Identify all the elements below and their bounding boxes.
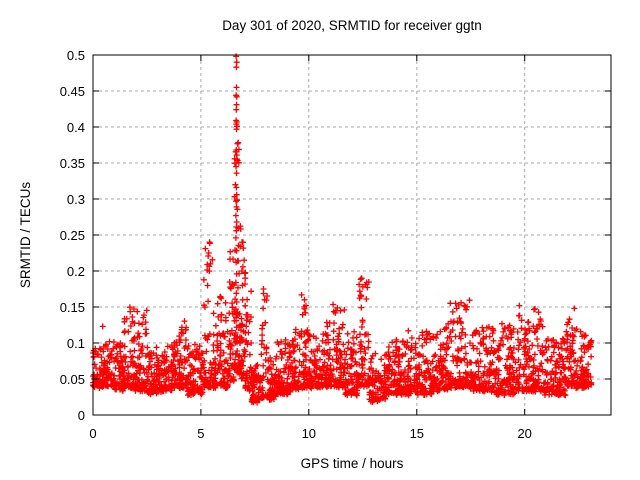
x-tick-label: 5 (197, 426, 204, 441)
x-tick-label: 15 (410, 426, 424, 441)
x-axis-label: GPS time / hours (301, 456, 404, 471)
y-tick-label: 0.2 (67, 264, 85, 279)
y-tick-label: 0.4 (67, 120, 85, 135)
x-tick-label: 0 (89, 426, 96, 441)
y-tick-label: 0.3 (67, 192, 85, 207)
x-axis-tick-labels: 0 5 10 15 20 (89, 426, 532, 441)
x-tick-label: 10 (302, 426, 316, 441)
data-points-srmtid (90, 53, 595, 406)
x-tick-label: 20 (517, 426, 531, 441)
chart-title: Day 301 of 2020, SRMTID for receiver ggt… (222, 18, 482, 33)
y-axis-tick-labels: 0 0.05 0.1 0.15 0.2 0.25 0.3 0.35 0.4 0.45 0.5 (60, 48, 85, 423)
axis-tick-marks (92, 54, 611, 416)
y-tick-label: 0.05 (60, 372, 85, 387)
y-tick-label: 0.25 (60, 228, 85, 243)
y-tick-label: 0.1 (67, 336, 85, 351)
y-tick-label: 0 (78, 408, 85, 423)
y-tick-label: 0.35 (60, 156, 85, 171)
y-axis-label: SRMTID / TECUs (18, 182, 33, 289)
y-tick-label: 0.45 (60, 84, 85, 99)
y-tick-label: 0.15 (60, 300, 85, 315)
y-tick-label: 0.5 (67, 48, 85, 63)
